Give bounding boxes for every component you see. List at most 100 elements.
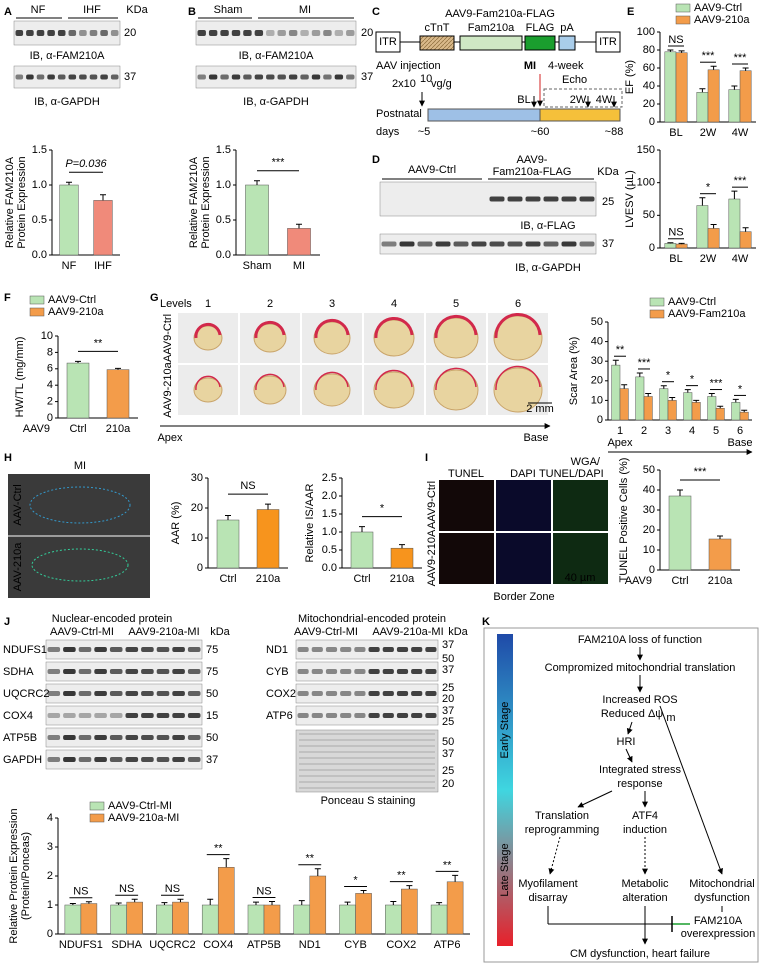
label: IB, α-GAPDH <box>34 96 100 108</box>
error-bar <box>161 902 168 905</box>
label: 6 <box>515 298 521 310</box>
label: TUNEL <box>448 468 484 480</box>
blot-band <box>68 74 77 80</box>
legend-swatch <box>675 15 691 25</box>
heart-section <box>433 317 479 359</box>
blot <box>45 727 203 748</box>
x-tick-label: SDHA <box>111 939 142 951</box>
arrow <box>626 721 633 735</box>
diagram-frame <box>483 627 759 963</box>
heart-section <box>193 377 223 403</box>
blot-band <box>425 647 437 652</box>
blot-band <box>109 735 123 740</box>
label: 20 <box>361 27 373 39</box>
scar <box>435 367 477 391</box>
heart-section <box>493 367 543 413</box>
y-tick-label: 1.0 <box>32 179 47 191</box>
error-bar <box>742 67 749 71</box>
error-bar <box>660 385 667 389</box>
blot-band <box>220 30 229 36</box>
y-tick-label: 4 <box>47 812 53 824</box>
label: 1 <box>205 298 211 310</box>
bar <box>739 411 749 421</box>
blot-band <box>94 669 107 674</box>
x-tick-label: UQCRC2 <box>149 939 195 951</box>
error-bar <box>115 902 122 905</box>
error-bar <box>684 389 691 393</box>
blot-band <box>411 647 423 652</box>
label: disarray <box>528 892 568 904</box>
blot-band <box>78 713 92 718</box>
bar <box>390 547 414 569</box>
y-tick-label: 0 <box>47 412 53 424</box>
blot-band <box>507 196 523 202</box>
label: kDa <box>448 626 468 638</box>
gene <box>459 35 523 51</box>
bar <box>156 904 173 935</box>
bar <box>708 538 732 571</box>
y-tick-label: 3 <box>47 841 53 853</box>
annotation: NS <box>240 480 255 492</box>
label: days <box>376 126 400 138</box>
scar <box>374 316 414 339</box>
blot-band <box>543 241 559 247</box>
error-bar <box>710 223 717 229</box>
blot-band <box>63 647 76 652</box>
blot-band <box>187 669 201 674</box>
label: 37 <box>442 705 454 717</box>
annotation: NS <box>668 34 683 46</box>
y-tick-label: 0.0 <box>216 249 231 261</box>
blot-band <box>78 647 92 652</box>
blot-band <box>78 735 92 740</box>
label: Echo <box>562 74 587 86</box>
annotation: * <box>380 503 385 515</box>
blot-band <box>381 241 397 247</box>
legend-swatch <box>675 3 691 13</box>
label: Base <box>523 432 548 444</box>
label: Early Stage <box>499 702 511 759</box>
blot-band <box>109 713 123 718</box>
blot-band <box>354 713 366 718</box>
x-tick-label: MI <box>293 260 305 272</box>
legend-label: AAV9-210a <box>48 306 104 318</box>
label: UQCRC2 <box>3 688 49 700</box>
blot-band <box>172 713 185 718</box>
blot-band <box>94 735 107 740</box>
label: AAV-Ctrl <box>12 484 24 525</box>
label: NF <box>31 4 46 16</box>
bar <box>707 396 717 421</box>
blot-band <box>94 713 107 718</box>
x-tick-label: 210a <box>256 573 281 585</box>
y-tick-label: 1.0 <box>216 179 231 191</box>
blot-band <box>288 74 298 80</box>
label: /DAPI <box>575 468 604 480</box>
blot-band <box>354 647 366 652</box>
annotation: *** <box>702 50 716 62</box>
label: AAV9-Ctrl-MI <box>294 626 358 638</box>
bar <box>201 904 219 935</box>
bar <box>696 205 709 249</box>
panel-letter: B <box>188 6 196 18</box>
panel-letter: H <box>4 452 12 464</box>
label: AAV9-210A <box>426 529 438 586</box>
blot <box>295 705 439 726</box>
blot-band <box>243 74 252 80</box>
bar <box>263 904 281 935</box>
polya <box>558 35 576 51</box>
blot-band <box>325 647 338 652</box>
blot-band <box>382 713 394 718</box>
annotation: ** <box>94 337 103 349</box>
blot <box>195 65 357 89</box>
error-bar <box>254 180 260 185</box>
legend-swatch <box>89 801 105 811</box>
y-tick-label: 0 <box>597 414 603 426</box>
label: ~60 <box>531 126 550 138</box>
label: 25 <box>442 716 454 728</box>
blot-band <box>297 647 309 652</box>
error-bar <box>636 372 643 377</box>
label: alteration <box>622 892 667 904</box>
y-axis-label: Protein Expression <box>16 156 28 248</box>
blot <box>295 639 439 660</box>
label: CYB <box>266 666 289 678</box>
y-tick-label: 100 <box>637 26 655 38</box>
